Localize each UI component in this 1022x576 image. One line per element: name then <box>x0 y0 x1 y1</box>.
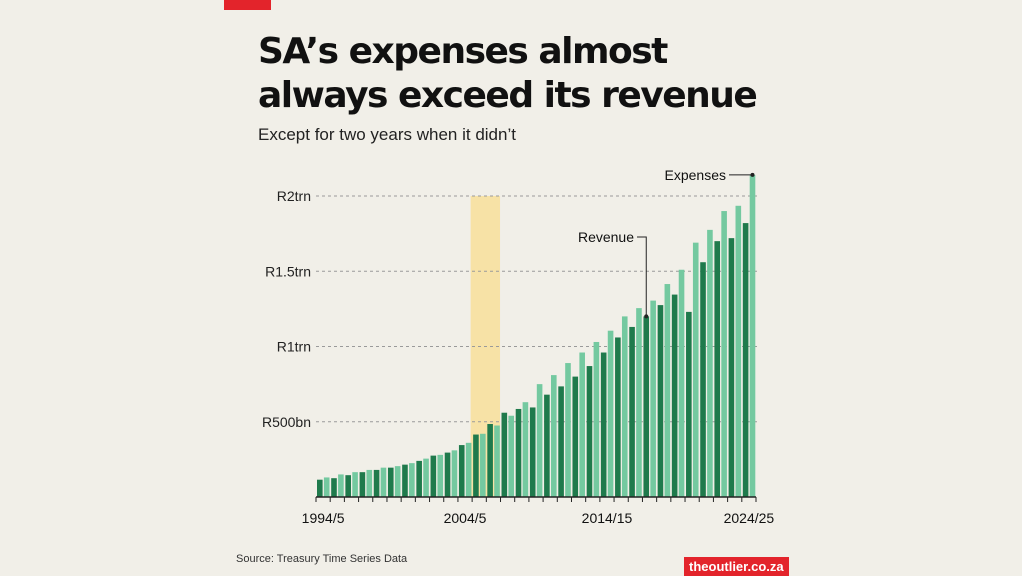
brand-badge[interactable]: theoutlier.co.za <box>684 557 789 576</box>
revenue-bar <box>387 467 394 497</box>
revenue-bar <box>416 460 422 497</box>
expenses-bar <box>451 450 458 497</box>
revenue-bar <box>402 464 408 497</box>
revenue-bar <box>501 412 508 497</box>
expenses-bar <box>607 330 614 497</box>
revenue-bar <box>586 366 593 497</box>
revenue-bar <box>345 475 351 497</box>
revenue-bar <box>473 434 479 497</box>
y-tick-label: R1.5trn <box>265 263 311 279</box>
revenue-bar <box>430 455 437 497</box>
y-tick-label: R500bn <box>262 414 311 430</box>
expenses-bar <box>636 308 642 497</box>
x-tick-label: 2024/25 <box>724 510 775 526</box>
revenue-bar <box>686 311 692 497</box>
revenue-bar <box>671 294 678 497</box>
expenses-bar <box>480 433 486 497</box>
revenue-bar <box>359 472 366 497</box>
title-line-2: always exceed its revenue <box>258 75 758 116</box>
revenue-bar <box>558 386 564 497</box>
expenses-bar <box>380 467 387 497</box>
x-tick-label: 1994/5 <box>302 510 345 526</box>
expenses-bar <box>366 469 373 497</box>
revenue-bar <box>742 223 749 497</box>
revenue-leader-dot <box>644 314 649 319</box>
revenue-bar <box>487 424 493 497</box>
expenses-bar <box>579 352 585 497</box>
expenses-bar <box>437 454 444 497</box>
revenue-bar <box>728 238 735 497</box>
revenue-bar <box>373 469 380 497</box>
revenue-bar <box>600 352 607 497</box>
title-line-1: SA’s expenses almost <box>258 31 668 72</box>
expenses-bar <box>678 269 685 497</box>
expenses-bar <box>550 375 557 497</box>
expenses-bar <box>621 316 628 497</box>
revenue-bar <box>458 445 465 497</box>
expenses-bar <box>735 205 742 497</box>
expenses-bar <box>508 415 515 497</box>
y-tick-label: R1trn <box>277 339 311 355</box>
expenses-leader-dot <box>750 172 755 177</box>
revenue-bar <box>331 478 337 497</box>
expenses-bar <box>707 229 713 498</box>
expenses-bar <box>465 442 472 497</box>
expenses-bar <box>536 384 543 497</box>
chart-subtitle: Except for two years when it didn’t <box>258 125 516 144</box>
expenses-bar <box>494 425 500 497</box>
x-tick-label: 2004/5 <box>444 510 487 526</box>
expenses-bar <box>394 466 401 497</box>
revenue-annotation: Revenue <box>578 229 634 245</box>
source-note: Source: Treasury Time Series Data <box>236 553 408 565</box>
brand-accent-bar <box>224 0 271 10</box>
revenue-bar <box>529 407 536 497</box>
expenses-bar <box>692 242 699 497</box>
expenses-bar <box>650 300 656 497</box>
revenue-bar <box>515 408 522 497</box>
x-tick-label: 2014/15 <box>582 510 633 526</box>
revenue-bar <box>629 326 635 497</box>
chart-title: SA’s expenses almost always exceed its r… <box>258 30 758 118</box>
expenses-bar <box>721 211 727 498</box>
expenses-bar <box>749 174 756 497</box>
expenses-bar <box>423 458 429 497</box>
revenue-bar <box>700 262 706 497</box>
revenue-bar <box>317 479 323 497</box>
expenses-bar <box>338 474 344 497</box>
revenue-bar <box>544 394 550 497</box>
revenue-bar <box>444 452 451 497</box>
revenue-bar <box>657 305 664 497</box>
expenses-bar <box>593 341 600 497</box>
expenses-bar <box>522 402 529 497</box>
expenses-bar <box>409 463 415 497</box>
revenue-bar <box>572 376 579 497</box>
expenses-bar <box>352 472 358 497</box>
expenses-bar <box>565 363 571 497</box>
revenue-bar <box>615 337 621 497</box>
revenue-bar <box>643 316 650 497</box>
y-tick-label: R2trn <box>277 188 311 204</box>
expenses-bar <box>664 284 671 497</box>
revenue-bar <box>714 241 721 497</box>
expenses-annotation: Expenses <box>665 167 726 183</box>
expenses-bar <box>323 477 330 497</box>
revenue-leader-line <box>637 236 647 317</box>
